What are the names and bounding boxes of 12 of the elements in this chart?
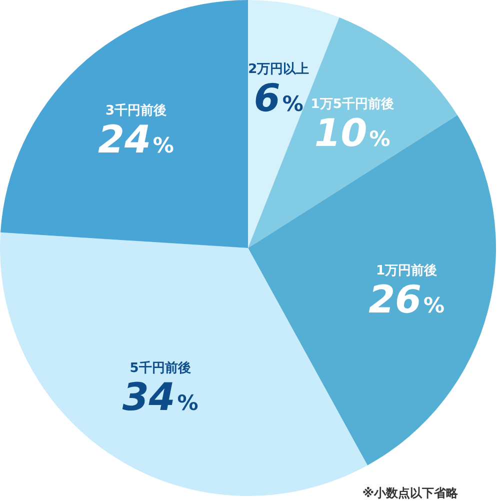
slice-label: 3千円前後 [105, 102, 166, 119]
data-label: 6% [254, 76, 304, 120]
pie-slice [248, 17, 458, 248]
data-label: 10% [314, 110, 390, 155]
text: ※小数点以下省略 [362, 486, 459, 500]
slice-label: 1万5千円前後 [310, 96, 394, 112]
slice-label: 1万円前後 [376, 262, 438, 279]
slice-label: 5千円前後 [130, 360, 191, 376]
data-label: 34% [122, 375, 198, 420]
data-label: 26% [368, 278, 445, 322]
slice-label: 2万円以上 [248, 62, 310, 78]
data-label: 24% [98, 118, 174, 162]
